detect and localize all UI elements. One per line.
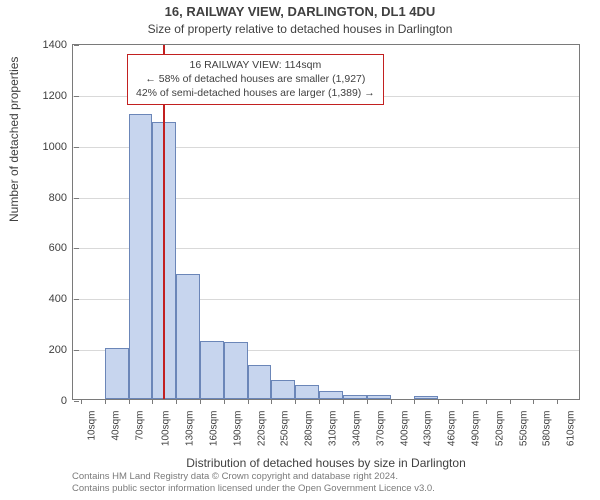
histogram-bar <box>319 391 343 399</box>
y-tick: 400 <box>49 293 73 305</box>
x-tick: 310sqm <box>327 411 338 447</box>
y-tick: 800 <box>49 192 73 204</box>
histogram-bar <box>129 114 153 399</box>
page-title: 16, RAILWAY VIEW, DARLINGTON, DL1 4DU <box>0 4 600 19</box>
x-tick: 190sqm <box>232 411 243 447</box>
x-tick: 100sqm <box>161 411 172 447</box>
histogram-bar <box>105 348 129 399</box>
chart-subtitle: Size of property relative to detached ho… <box>0 22 600 36</box>
x-tick: 610sqm <box>565 411 576 447</box>
x-tick: 130sqm <box>184 411 195 447</box>
x-tick: 10sqm <box>86 411 97 441</box>
annotation-box: 16 RAILWAY VIEW: 114sqm ← 58% of detached… <box>127 54 384 105</box>
x-tick: 430sqm <box>423 411 434 447</box>
attribution-text: Contains HM Land Registry data © Crown c… <box>72 471 580 494</box>
histogram-bar <box>414 396 438 399</box>
y-tick: 1400 <box>43 39 73 51</box>
histogram-bar <box>176 274 200 399</box>
annotation-l1: 16 RAILWAY VIEW: 114sqm <box>190 59 322 71</box>
x-tick: 520sqm <box>494 411 505 447</box>
y-tick: 200 <box>49 344 73 356</box>
x-tick: 40sqm <box>110 411 121 441</box>
histogram-bar <box>343 395 367 399</box>
histogram-bar <box>295 385 319 399</box>
x-tick: 340sqm <box>351 411 362 447</box>
y-tick: 600 <box>49 242 73 254</box>
x-tick: 160sqm <box>208 411 219 447</box>
histogram-bar <box>367 395 391 399</box>
x-tick: 70sqm <box>134 411 145 441</box>
histogram-bar <box>271 380 295 399</box>
credit-line-1: Contains HM Land Registry data © Crown c… <box>72 471 398 482</box>
x-tick: 370sqm <box>375 411 386 447</box>
x-tick: 550sqm <box>518 411 529 447</box>
histogram-bar <box>200 341 224 399</box>
x-tick: 280sqm <box>304 411 315 447</box>
x-axis-label: Distribution of detached houses by size … <box>72 456 580 470</box>
x-tick: 460sqm <box>446 411 457 447</box>
histogram-bar <box>248 365 272 399</box>
x-tick: 490sqm <box>470 411 481 447</box>
histogram-bar <box>224 342 248 399</box>
y-tick: 1000 <box>43 141 73 153</box>
annotation-l3: 42% of semi-detached houses are larger (… <box>136 87 375 99</box>
x-tick: 250sqm <box>280 411 291 447</box>
x-tick: 220sqm <box>256 411 267 447</box>
y-tick: 0 <box>61 395 73 407</box>
annotation-l2: ← 58% of detached houses are smaller (1,… <box>145 73 365 85</box>
y-tick: 1200 <box>43 90 73 102</box>
y-axis-label: Number of detached properties <box>7 57 21 222</box>
x-tick: 580sqm <box>542 411 553 447</box>
credit-line-2: Contains public sector information licen… <box>72 483 435 494</box>
histogram-plot: 020040060080010001200140010sqm40sqm70sqm… <box>72 44 580 400</box>
x-tick: 400sqm <box>399 411 410 447</box>
